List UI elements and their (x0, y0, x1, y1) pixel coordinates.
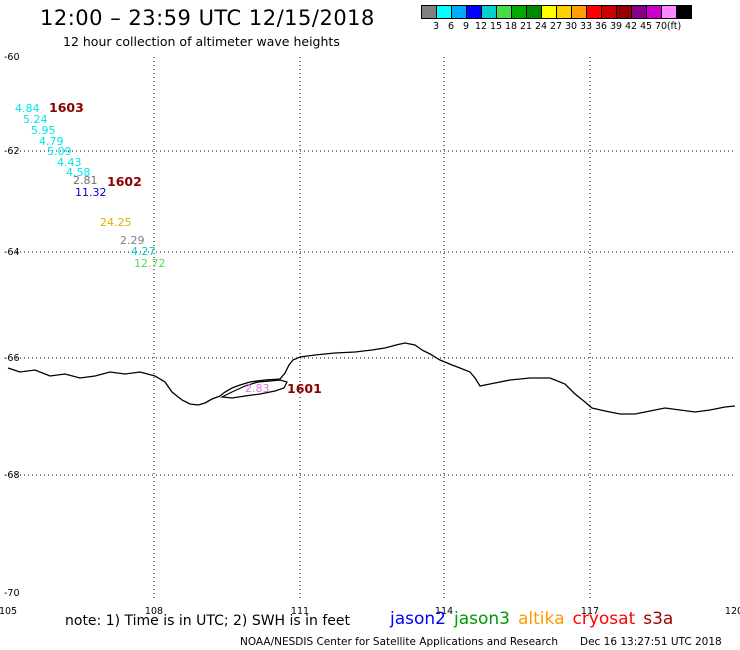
wave-height-label: 4.58 (66, 166, 91, 179)
satellite-legend: jason2 jason3 altika cryosat s3a (390, 609, 681, 629)
satellite-legend-item: s3a (643, 609, 674, 629)
latitude-label: -70 (4, 588, 20, 599)
wave-height-label: 11.32 (75, 186, 107, 199)
generated-timestamp: Dec 16 13:27:51 UTC 2018 (580, 636, 722, 648)
satellite-legend-item: altika (518, 609, 565, 629)
legend-label: 21 (519, 21, 533, 32)
map-grid (8, 57, 734, 600)
legend-label: 18 (504, 21, 518, 32)
legend-label: 30 (564, 21, 578, 32)
longitude-label: 108 (145, 606, 163, 617)
page-title: 12:00 – 23:59 UTC 12/15/2018 (40, 6, 375, 30)
legend-labels: 3 6 9 12 15 18 21 24 27 30 33 36 39 42 45 70 (ft) (421, 19, 691, 33)
legend-label: 6 (447, 21, 455, 32)
wave-height-label: 2.29 (120, 234, 145, 247)
latitude-label: -62 (4, 146, 20, 157)
legend-label: 33 (579, 21, 593, 32)
wave-height-label: 4.27 (131, 245, 156, 258)
wave-height-label: 2.81 (73, 174, 98, 187)
wave-height-label: 24.25 (100, 216, 132, 229)
latitude-label: -60 (4, 52, 20, 63)
legend-label: 36 (594, 21, 608, 32)
legend-label: 24 (534, 21, 548, 32)
legend-label: 70 (654, 21, 668, 32)
credit-text: NOAA/NESDIS Center for Satellite Applica… (240, 636, 558, 648)
latitude-label: -68 (4, 470, 20, 481)
wave-height-label: 4.79 (39, 135, 64, 148)
legend-swatch (676, 5, 692, 19)
legend-swatches (421, 5, 692, 19)
latitude-label: -64 (4, 247, 20, 258)
legend-label: 12 (474, 21, 488, 32)
map-tick-labels: 105 108 111 114 117 120 -60 -62 -64 -66 -68 -70 (0, 52, 740, 617)
wave-height-label: 4.43 (57, 156, 82, 169)
pass-labels: 1603 1602 1601 (49, 100, 322, 396)
legend-label: 15 (489, 21, 503, 32)
legend-label: 42 (624, 21, 638, 32)
pass-number-label: 1603 (49, 100, 84, 115)
footer-note: note: 1) Time is in UTC; 2) SWH is in fe… (65, 613, 351, 629)
legend-label: 39 (609, 21, 623, 32)
legend-label: 3 (432, 21, 440, 32)
pass-number-label: 1602 (107, 174, 142, 189)
wave-height-label: 4.84 (15, 102, 40, 115)
satellite-legend-item: cryosat (572, 609, 636, 629)
longitude-label: 120 (725, 606, 740, 617)
coastline-island (219, 379, 288, 399)
wave-height-label: 12.72 (134, 257, 166, 270)
longitude-label: 117 (581, 606, 599, 617)
wave-height-label: 2.83 (245, 382, 270, 395)
page-subtitle: 12 hour collection of altimeter wave hei… (63, 34, 340, 49)
legend-label: 9 (462, 21, 470, 32)
longitude-label: 105 (0, 606, 17, 617)
coastline (7, 342, 736, 415)
latitude-label: -66 (4, 353, 20, 364)
satellite-legend-item: jason3 (454, 609, 510, 629)
longitude-label: 111 (291, 606, 309, 617)
color-scale-legend: 3 6 9 12 15 18 21 24 27 30 33 36 39 42 45 70 (ft) (421, 5, 692, 33)
legend-label: 45 (639, 21, 653, 32)
satellite-legend-item: jason2 (390, 609, 446, 629)
pass-number-label: 1601 (287, 381, 322, 396)
wave-height-label: 5.95 (31, 124, 56, 137)
longitude-label: 114 (435, 606, 453, 617)
wave-height-label: 5.24 (23, 113, 48, 126)
legend-unit: (ft) (666, 21, 682, 32)
legend-label: 27 (549, 21, 563, 32)
wave-height-label: 5.09 (47, 145, 72, 158)
